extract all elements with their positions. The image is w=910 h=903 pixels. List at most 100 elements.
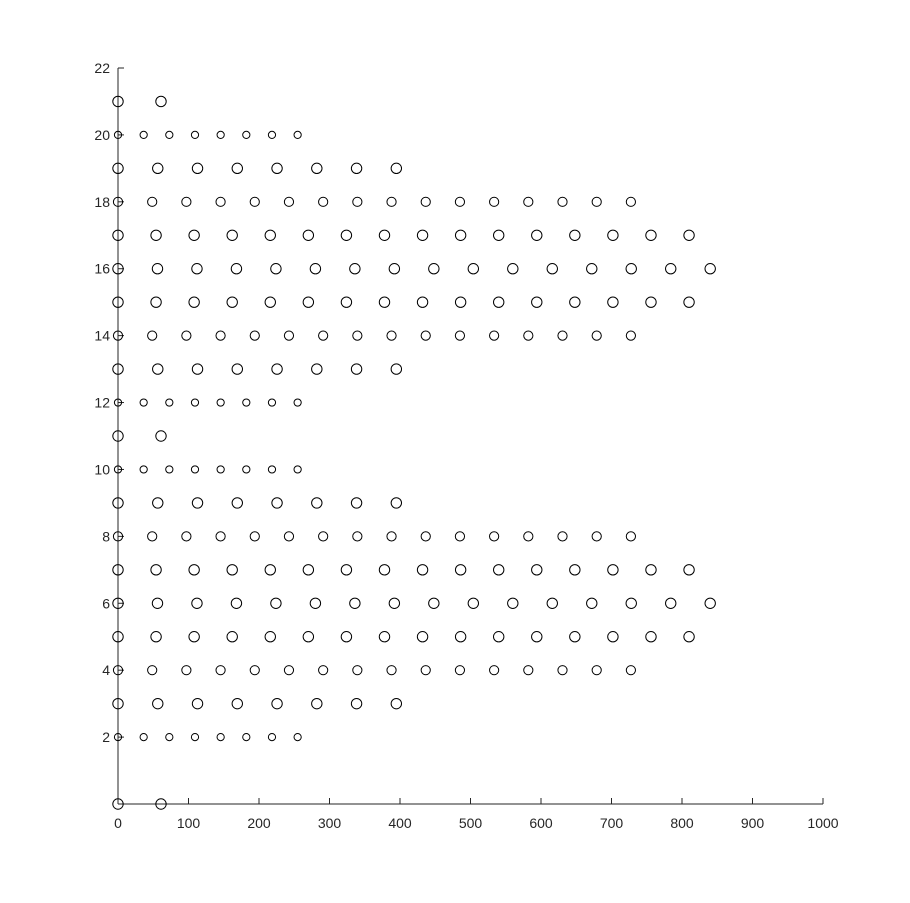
data-point (420, 196, 431, 207)
data-point (489, 531, 500, 542)
data-point (704, 263, 716, 275)
data-point (378, 564, 391, 576)
data-point (293, 398, 302, 407)
data-point (591, 196, 602, 207)
data-point (226, 296, 238, 308)
data-point (242, 130, 251, 140)
data-point (249, 330, 260, 341)
data-point (309, 263, 322, 275)
data-point (546, 263, 558, 275)
data-point (420, 665, 431, 676)
data-point (378, 296, 391, 308)
data-point (467, 263, 480, 275)
data-point (230, 263, 243, 275)
x-tick-label: 300 (318, 815, 342, 831)
y-tick-label: 2 (102, 729, 110, 745)
data-point (318, 196, 329, 207)
data-point (531, 229, 543, 241)
data-point (191, 497, 204, 509)
data-point (112, 531, 124, 542)
data-point (318, 665, 329, 676)
data-point (454, 229, 467, 241)
data-point (190, 130, 200, 140)
data-point (112, 229, 124, 241)
y-tick-label: 18 (94, 194, 110, 210)
data-point (645, 229, 657, 241)
data-point (302, 296, 315, 308)
data-point (112, 296, 124, 308)
data-point (188, 296, 200, 308)
data-point (271, 363, 283, 375)
data-point (112, 196, 124, 207)
data-point (507, 263, 519, 275)
data-point (352, 531, 363, 542)
data-point (569, 229, 581, 241)
data-point (557, 665, 568, 676)
data-point (112, 665, 124, 676)
data-point (557, 330, 568, 341)
data-point (249, 531, 260, 542)
data-point (283, 665, 295, 676)
data-point (165, 732, 174, 742)
data-point (683, 296, 695, 308)
data-point (147, 196, 158, 207)
data-point (454, 631, 467, 643)
y-tick-label: 8 (102, 528, 110, 544)
data-point (188, 631, 200, 643)
data-point (230, 597, 243, 609)
data-point (420, 330, 431, 341)
data-points (112, 95, 716, 810)
data-point (386, 665, 397, 676)
data-point (645, 631, 657, 643)
data-point (350, 697, 363, 710)
data-point (388, 263, 401, 275)
data-point (188, 564, 200, 576)
data-point (112, 697, 124, 710)
data-point (188, 229, 200, 241)
data-point (683, 564, 695, 576)
data-point (112, 597, 124, 609)
data-point (349, 597, 361, 609)
data-point (390, 162, 403, 175)
data-point (152, 363, 164, 375)
data-point (242, 398, 251, 407)
data-point (625, 665, 636, 676)
data-point (113, 398, 123, 407)
data-point (386, 531, 397, 542)
data-point (112, 798, 124, 810)
data-point (165, 398, 174, 407)
y-tick-label: 6 (102, 595, 110, 611)
data-point (416, 564, 429, 576)
data-point (215, 531, 226, 542)
data-point (311, 363, 323, 375)
data-point (416, 631, 429, 643)
data-point (386, 330, 397, 341)
data-point (112, 95, 124, 108)
data-point (311, 697, 323, 710)
data-point (190, 732, 200, 742)
data-point (454, 564, 467, 576)
data-point (390, 697, 403, 710)
data-point (607, 296, 619, 308)
data-point (591, 531, 602, 542)
data-point (151, 597, 164, 609)
data-point (283, 330, 295, 341)
data-point (625, 196, 636, 207)
data-point (350, 162, 363, 175)
data-point (216, 398, 225, 407)
data-point (586, 597, 598, 609)
data-point (309, 597, 322, 609)
data-point (113, 465, 123, 474)
data-point (390, 497, 403, 509)
data-point (523, 196, 534, 207)
data-point (152, 497, 164, 509)
data-point (340, 296, 353, 308)
data-point (318, 330, 329, 341)
data-point (283, 196, 295, 207)
data-point (569, 564, 581, 576)
data-point (493, 631, 505, 643)
x-tick-label: 900 (741, 815, 765, 831)
y-tick-label: 14 (94, 328, 110, 344)
data-point (625, 330, 636, 341)
